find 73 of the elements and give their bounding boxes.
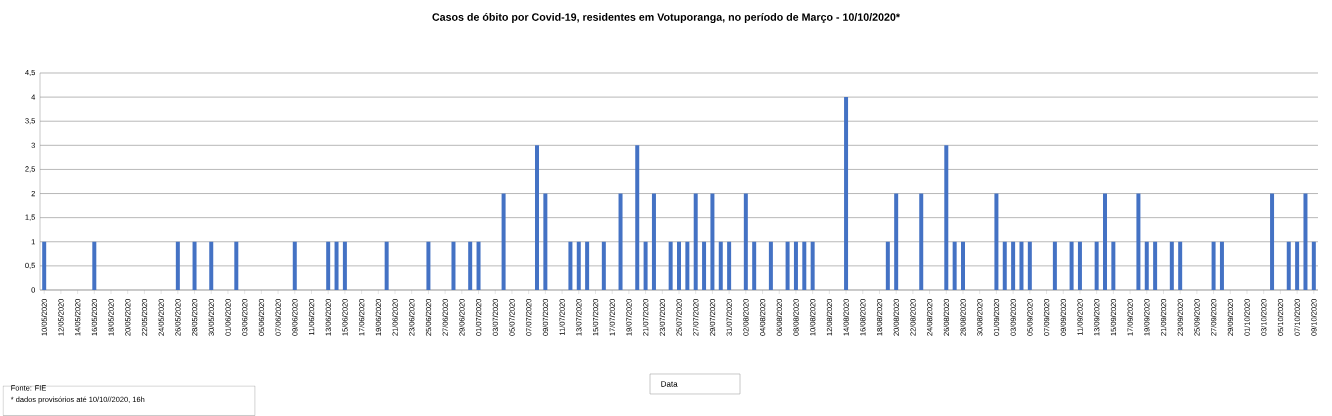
bar (635, 145, 640, 290)
bar (952, 241, 957, 290)
bar (1211, 241, 1216, 290)
bar (961, 241, 965, 290)
bar (543, 193, 548, 290)
bar (42, 241, 47, 290)
bar (793, 241, 798, 290)
bar (685, 241, 690, 290)
bar (1144, 241, 1149, 290)
bar (1153, 241, 1158, 290)
bar (535, 145, 539, 290)
bar (1027, 241, 1032, 290)
bar (643, 241, 648, 290)
bar (844, 97, 849, 290)
bar (1094, 241, 1099, 290)
bar (342, 241, 347, 290)
bar (601, 241, 606, 290)
bar (994, 193, 999, 290)
bar (718, 241, 723, 290)
bar (651, 193, 656, 290)
bar (677, 241, 682, 290)
bar (451, 241, 456, 290)
bar (894, 193, 899, 290)
chart-title: Casos de óbito por Covid-19, residentes em Votuporanga, no período de Março - 10/10/2020* (432, 12, 901, 24)
bar (693, 193, 698, 290)
bar (1077, 241, 1082, 290)
bar (668, 241, 673, 290)
bar (426, 241, 431, 290)
bar (1052, 241, 1057, 290)
bar (1019, 241, 1024, 290)
bar (92, 241, 97, 290)
text: Data (661, 381, 678, 387)
bar (743, 193, 748, 290)
bar (576, 241, 581, 290)
bar (1178, 241, 1183, 290)
bar (334, 241, 339, 290)
bar (468, 241, 473, 290)
bar (1303, 193, 1308, 290)
bar (885, 241, 890, 290)
bar (1011, 241, 1016, 290)
bar (1169, 241, 1174, 290)
bar (501, 193, 506, 290)
bar (209, 241, 214, 290)
bar (384, 241, 389, 290)
bar (710, 193, 715, 290)
bar (768, 241, 773, 290)
bar (1111, 241, 1116, 290)
bar (944, 145, 949, 290)
bar (1286, 241, 1291, 290)
bar (727, 241, 732, 290)
bar (234, 241, 239, 290)
bar (326, 241, 331, 290)
bar (1069, 241, 1074, 290)
bar (1270, 193, 1275, 290)
bar (1136, 193, 1141, 290)
bar (1295, 241, 1300, 290)
bar (702, 241, 707, 290)
bar (1219, 241, 1224, 290)
bar (802, 241, 807, 290)
bar (568, 241, 573, 290)
bar (476, 241, 481, 290)
bar (1103, 193, 1107, 290)
bar (785, 241, 790, 290)
bar (618, 193, 623, 290)
bar (810, 241, 815, 290)
bar (1311, 241, 1316, 290)
bar (585, 241, 590, 290)
bar (292, 241, 297, 290)
bar (752, 241, 757, 290)
bar (919, 193, 924, 290)
bar (1002, 241, 1007, 290)
bar (175, 241, 180, 290)
bar (192, 241, 197, 290)
